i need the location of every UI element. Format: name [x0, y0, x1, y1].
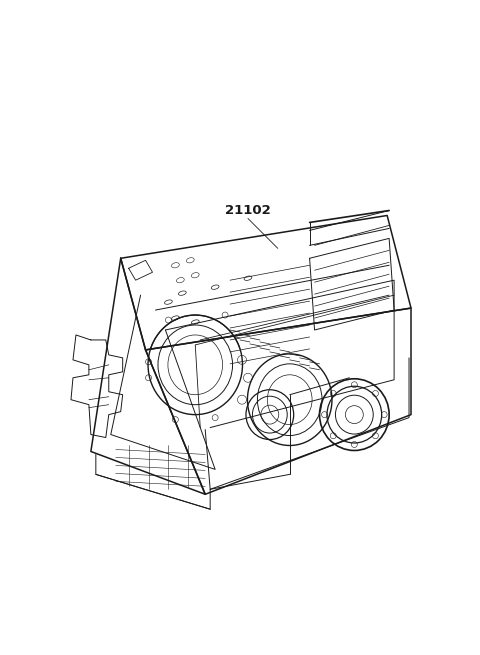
Text: 21102: 21102 [225, 204, 271, 217]
